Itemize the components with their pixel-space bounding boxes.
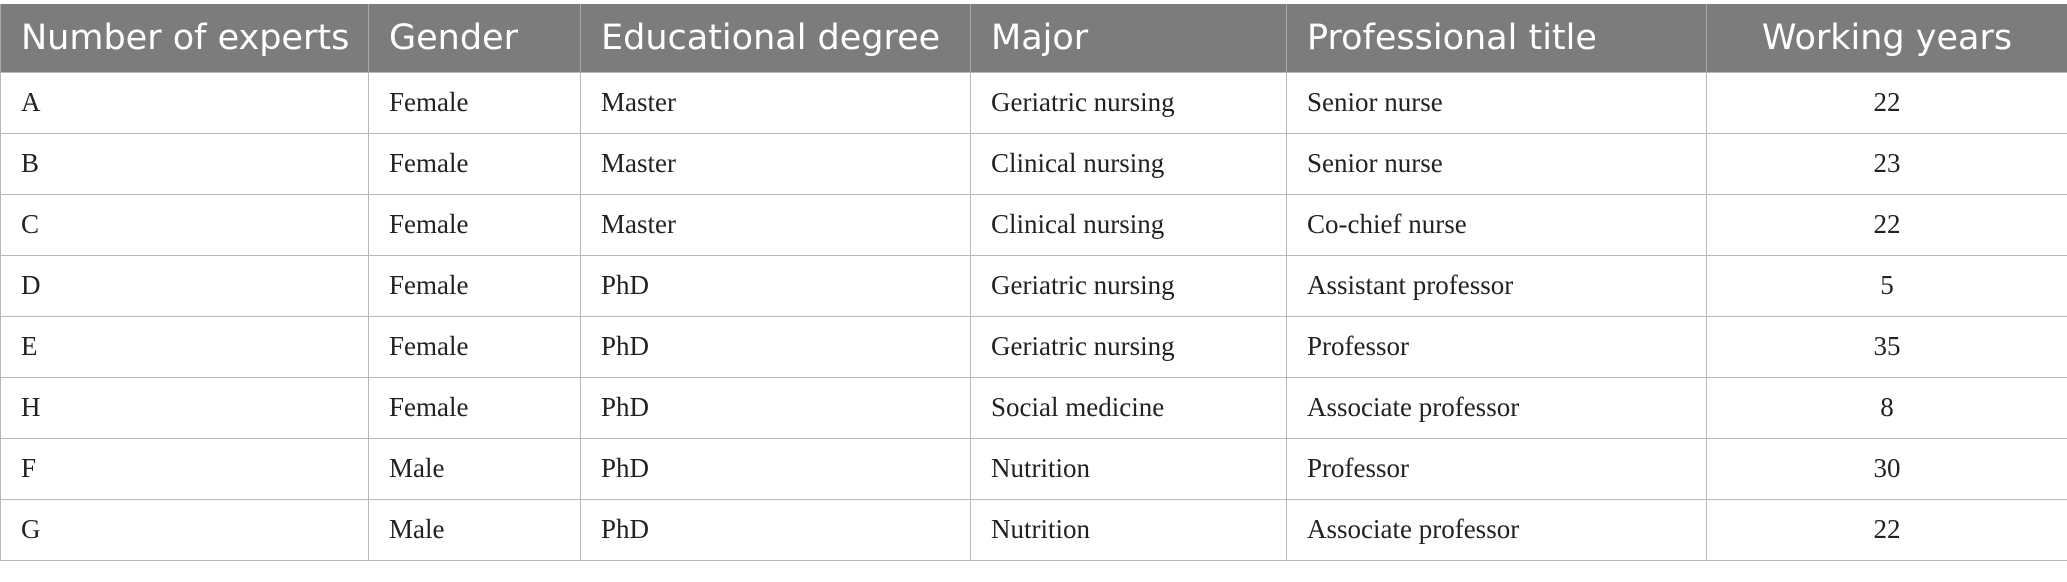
table-row: A Female Master Geriatric nursing Senior… bbox=[0, 71, 2067, 134]
column-header-educational-degree: Educational degree bbox=[580, 4, 971, 72]
cell-expert-id: C bbox=[0, 193, 369, 256]
table-row: F Male PhD Nutrition Professor 30 bbox=[0, 437, 2067, 500]
cell-expert-id: E bbox=[0, 315, 369, 378]
cell-gender: Female bbox=[368, 193, 581, 256]
cell-working-years: 30 bbox=[1706, 437, 2067, 500]
cell-title: Assistant professor bbox=[1286, 254, 1707, 317]
cell-gender: Female bbox=[368, 315, 581, 378]
cell-expert-id: A bbox=[0, 71, 369, 134]
cell-degree: PhD bbox=[580, 498, 971, 561]
cell-title: Senior nurse bbox=[1286, 71, 1707, 134]
table-row: D Female PhD Geriatric nursing Assistant… bbox=[0, 254, 2067, 317]
cell-major: Social medicine bbox=[970, 376, 1287, 439]
table-row: H Female PhD Social medicine Associate p… bbox=[0, 376, 2067, 439]
cell-expert-id: F bbox=[0, 437, 369, 500]
cell-expert-id: G bbox=[0, 498, 369, 561]
cell-working-years: 35 bbox=[1706, 315, 2067, 378]
cell-working-years: 5 bbox=[1706, 254, 2067, 317]
cell-major: Nutrition bbox=[970, 437, 1287, 500]
table-row: E Female PhD Geriatric nursing Professor… bbox=[0, 315, 2067, 378]
cell-gender: Female bbox=[368, 71, 581, 134]
cell-degree: PhD bbox=[580, 437, 971, 500]
column-header-number-of-experts: Number of experts bbox=[0, 4, 369, 72]
cell-title: Associate professor bbox=[1286, 376, 1707, 439]
cell-working-years: 22 bbox=[1706, 193, 2067, 256]
column-header-gender: Gender bbox=[368, 4, 581, 72]
cell-degree: Master bbox=[580, 132, 971, 195]
table-header-row: Number of experts Gender Educational deg… bbox=[0, 4, 2067, 72]
cell-gender: Male bbox=[368, 437, 581, 500]
column-header-working-years: Working years bbox=[1706, 4, 2067, 72]
cell-major: Geriatric nursing bbox=[970, 315, 1287, 378]
cell-title: Co-chief nurse bbox=[1286, 193, 1707, 256]
cell-gender: Female bbox=[368, 376, 581, 439]
cell-working-years: 8 bbox=[1706, 376, 2067, 439]
column-header-major: Major bbox=[970, 4, 1287, 72]
cell-working-years: 23 bbox=[1706, 132, 2067, 195]
cell-working-years: 22 bbox=[1706, 71, 2067, 134]
cell-major: Nutrition bbox=[970, 498, 1287, 561]
experts-table: Number of experts Gender Educational deg… bbox=[0, 4, 2067, 561]
cell-gender: Female bbox=[368, 132, 581, 195]
cell-degree: Master bbox=[580, 193, 971, 256]
cell-major: Geriatric nursing bbox=[970, 71, 1287, 134]
cell-degree: Master bbox=[580, 71, 971, 134]
cell-title: Associate professor bbox=[1286, 498, 1707, 561]
cell-gender: Female bbox=[368, 254, 581, 317]
column-header-professional-title: Professional title bbox=[1286, 4, 1707, 72]
table-row: C Female Master Clinical nursing Co-chie… bbox=[0, 193, 2067, 256]
cell-degree: PhD bbox=[580, 254, 971, 317]
cell-gender: Male bbox=[368, 498, 581, 561]
cell-degree: PhD bbox=[580, 315, 971, 378]
cell-major: Clinical nursing bbox=[970, 132, 1287, 195]
cell-title: Professor bbox=[1286, 437, 1707, 500]
cell-major: Clinical nursing bbox=[970, 193, 1287, 256]
cell-expert-id: B bbox=[0, 132, 369, 195]
cell-degree: PhD bbox=[580, 376, 971, 439]
cell-major: Geriatric nursing bbox=[970, 254, 1287, 317]
cell-expert-id: D bbox=[0, 254, 369, 317]
cell-expert-id: H bbox=[0, 376, 369, 439]
cell-working-years: 22 bbox=[1706, 498, 2067, 561]
experts-table-container: Number of experts Gender Educational deg… bbox=[0, 4, 2067, 561]
table-row: G Male PhD Nutrition Associate professor… bbox=[0, 498, 2067, 561]
cell-title: Professor bbox=[1286, 315, 1707, 378]
cell-title: Senior nurse bbox=[1286, 132, 1707, 195]
table-row: B Female Master Clinical nursing Senior … bbox=[0, 132, 2067, 195]
